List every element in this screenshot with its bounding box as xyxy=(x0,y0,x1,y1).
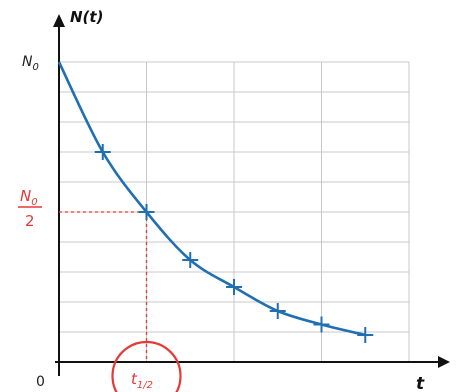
x-axis-label: t xyxy=(416,374,425,392)
data-markers xyxy=(94,144,374,343)
decay-curve xyxy=(57,61,366,337)
data-point-marker xyxy=(357,327,374,343)
data-point-marker xyxy=(226,279,242,295)
data-point-marker xyxy=(138,204,155,220)
y-tick-label-n0: N0 xyxy=(22,54,39,73)
data-point-marker xyxy=(269,303,286,319)
data-point-marker xyxy=(182,252,199,268)
x-axis-arrow-icon xyxy=(438,356,450,368)
y-half-numerator: N0 xyxy=(20,187,38,208)
x-half-label: t1/2 xyxy=(131,370,153,391)
data-point-marker xyxy=(313,316,330,333)
half-life-highlight-circle xyxy=(111,340,182,392)
axes xyxy=(53,14,450,376)
data-point-marker xyxy=(94,144,111,160)
y-half-denominator: 2 xyxy=(25,212,35,230)
origin-label: 0 xyxy=(36,374,45,390)
half-life-guides xyxy=(59,211,148,362)
y-half-label: N0 2 xyxy=(18,187,42,230)
y-axis-arrow-icon xyxy=(53,14,65,27)
y-axis-label: N(t) xyxy=(70,8,103,26)
grid xyxy=(59,61,410,362)
